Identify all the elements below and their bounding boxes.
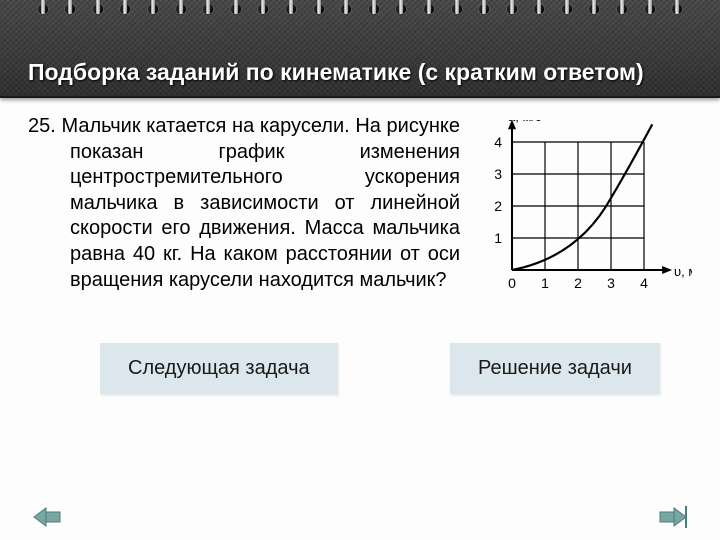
prev-arrow-icon[interactable] xyxy=(32,504,66,530)
button-row: Следующая задача Решение задачи xyxy=(0,343,720,394)
svg-text:4: 4 xyxy=(640,275,648,291)
nav-arrows xyxy=(0,504,720,530)
svg-text:4: 4 xyxy=(494,134,502,150)
page-title: Подборка заданий по кинематике (с кратки… xyxy=(28,59,644,86)
header: Подборка заданий по кинематике (с кратки… xyxy=(0,0,720,98)
svg-text:1: 1 xyxy=(494,230,502,246)
problem-text: 25. Мальчик катается на карусели. На рис… xyxy=(28,114,460,295)
content-area: 25. Мальчик катается на карусели. На рис… xyxy=(0,98,720,295)
next-arrow-icon[interactable] xyxy=(654,504,688,530)
title-text: Подборка заданий по кинематике (с кратки… xyxy=(28,59,644,86)
svg-text:υ, м/с: υ, м/с xyxy=(674,264,692,279)
svg-text:0: 0 xyxy=(508,275,516,291)
svg-text:2: 2 xyxy=(574,275,582,291)
svg-text:2: 2 xyxy=(494,198,502,214)
next-problem-button[interactable]: Следующая задача xyxy=(100,343,338,394)
chart: 1 2 3 4 0 1 2 3 4 a, м/с² υ, м/с xyxy=(472,120,692,295)
svg-text:3: 3 xyxy=(494,166,502,182)
chart-svg: 1 2 3 4 0 1 2 3 4 a, м/с² υ, м/с xyxy=(472,120,692,295)
svg-text:3: 3 xyxy=(607,275,615,291)
svg-text:1: 1 xyxy=(541,275,549,291)
problem-body: Мальчик катается на карусели. На рисунке… xyxy=(61,115,460,291)
binder-rings xyxy=(0,0,720,38)
problem-number: 25. xyxy=(28,115,56,137)
svg-text:a, м/с²: a, м/с² xyxy=(508,120,547,124)
solve-button[interactable]: Решение задачи xyxy=(450,343,660,394)
